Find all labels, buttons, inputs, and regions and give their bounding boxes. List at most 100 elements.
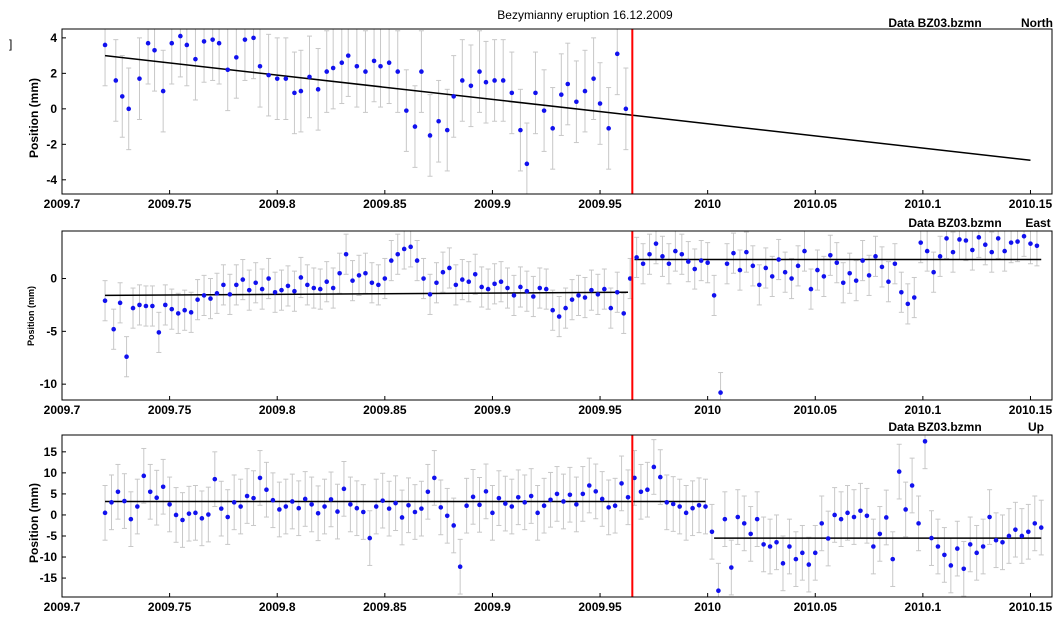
data-point [345, 53, 351, 58]
data-point [541, 503, 547, 508]
data-point [825, 536, 831, 541]
data-point [1021, 233, 1027, 239]
data-point [272, 289, 278, 295]
data-point [509, 504, 515, 509]
east-error-bars [102, 230, 1040, 400]
east-x-tick-label: 2009.9 [474, 403, 511, 417]
data-point [141, 473, 147, 479]
data-point [518, 284, 523, 290]
data-point [647, 251, 652, 257]
data-point [460, 277, 465, 282]
data-point [651, 464, 657, 470]
data-point [150, 303, 155, 309]
up-plot-frame [61, 434, 1053, 598]
up-x-tick-label: 2009.8 [259, 600, 296, 614]
data-point [808, 286, 814, 292]
data-point [1032, 521, 1038, 526]
data-point [119, 94, 125, 99]
data-point [135, 504, 140, 509]
data-point [367, 535, 373, 541]
data-point [363, 270, 368, 276]
data-point [492, 78, 497, 83]
data-point [113, 78, 119, 83]
data-point [580, 491, 586, 497]
data-point [193, 56, 198, 62]
data-point [834, 260, 840, 265]
data-point [503, 501, 508, 506]
data-point [1019, 533, 1025, 539]
data-point [324, 279, 330, 285]
data-point [735, 514, 741, 520]
data-point [574, 502, 579, 507]
data-point [259, 286, 265, 292]
data-point [690, 505, 695, 511]
data-point [315, 510, 321, 516]
data-point [911, 295, 917, 300]
data-point [337, 270, 342, 276]
data-point [490, 510, 495, 516]
data-point [757, 282, 762, 288]
data-point [993, 537, 999, 543]
data-point [812, 550, 818, 556]
up-y-tick-label: -5 [46, 529, 57, 543]
data-point [666, 261, 672, 267]
data-point [145, 40, 151, 46]
data-point [234, 55, 239, 60]
data-point [371, 58, 377, 64]
north-x-tick-label: 2009.85 [363, 197, 407, 211]
up-y-tick-label: 5 [50, 487, 57, 501]
data-point [556, 314, 562, 319]
data-point [679, 251, 685, 257]
data-point [330, 285, 336, 291]
data-point [518, 127, 523, 133]
data-point [147, 489, 153, 495]
data-point [363, 69, 368, 74]
data-point [130, 305, 136, 311]
data-point [582, 295, 588, 300]
data-point [782, 269, 788, 275]
data-point [257, 63, 263, 69]
data-point [414, 258, 420, 263]
up-x-tick-label: 2009.7 [44, 600, 81, 614]
up-x-tick-label: 2009.95 [578, 600, 622, 614]
east-y-axis-label: Position (mm) [26, 286, 36, 346]
north-x-tick-label: 2009.75 [148, 197, 192, 211]
data-point [1006, 533, 1012, 539]
data-point [621, 311, 627, 316]
data-point [1015, 239, 1020, 244]
data-point [886, 279, 891, 285]
data-point [750, 263, 756, 269]
data-point [292, 90, 297, 96]
data-point [737, 267, 743, 273]
data-point [399, 515, 405, 520]
east-x-tick-label: 2010.05 [794, 403, 838, 417]
north-panel: Data BZ03.bzmn North Position (mm) 2009.… [27, 16, 1053, 211]
data-point [987, 514, 992, 520]
data-point [193, 510, 198, 516]
data-point [606, 505, 611, 510]
data-point [698, 258, 704, 263]
data-point [664, 500, 670, 505]
data-point [612, 503, 618, 508]
north-x-tick-label: 2010.15 [1009, 197, 1053, 211]
data-point [903, 507, 908, 512]
data-point [289, 499, 295, 504]
north-panel-title: Data BZ03.bzmn [888, 16, 981, 30]
data-point [724, 261, 730, 267]
data-point [302, 496, 308, 502]
data-point [137, 76, 142, 81]
east-y-tick-label: 0 [50, 272, 57, 286]
data-point [608, 305, 614, 311]
up-error-bars [102, 435, 1044, 597]
data-point [858, 508, 863, 514]
data-point [408, 244, 413, 250]
data-point [522, 500, 528, 505]
data-point [477, 502, 482, 508]
data-point [840, 280, 846, 286]
data-point [632, 475, 637, 481]
data-point [102, 42, 108, 48]
data-point [376, 282, 381, 288]
data-point [879, 264, 885, 270]
data-point [444, 127, 450, 133]
